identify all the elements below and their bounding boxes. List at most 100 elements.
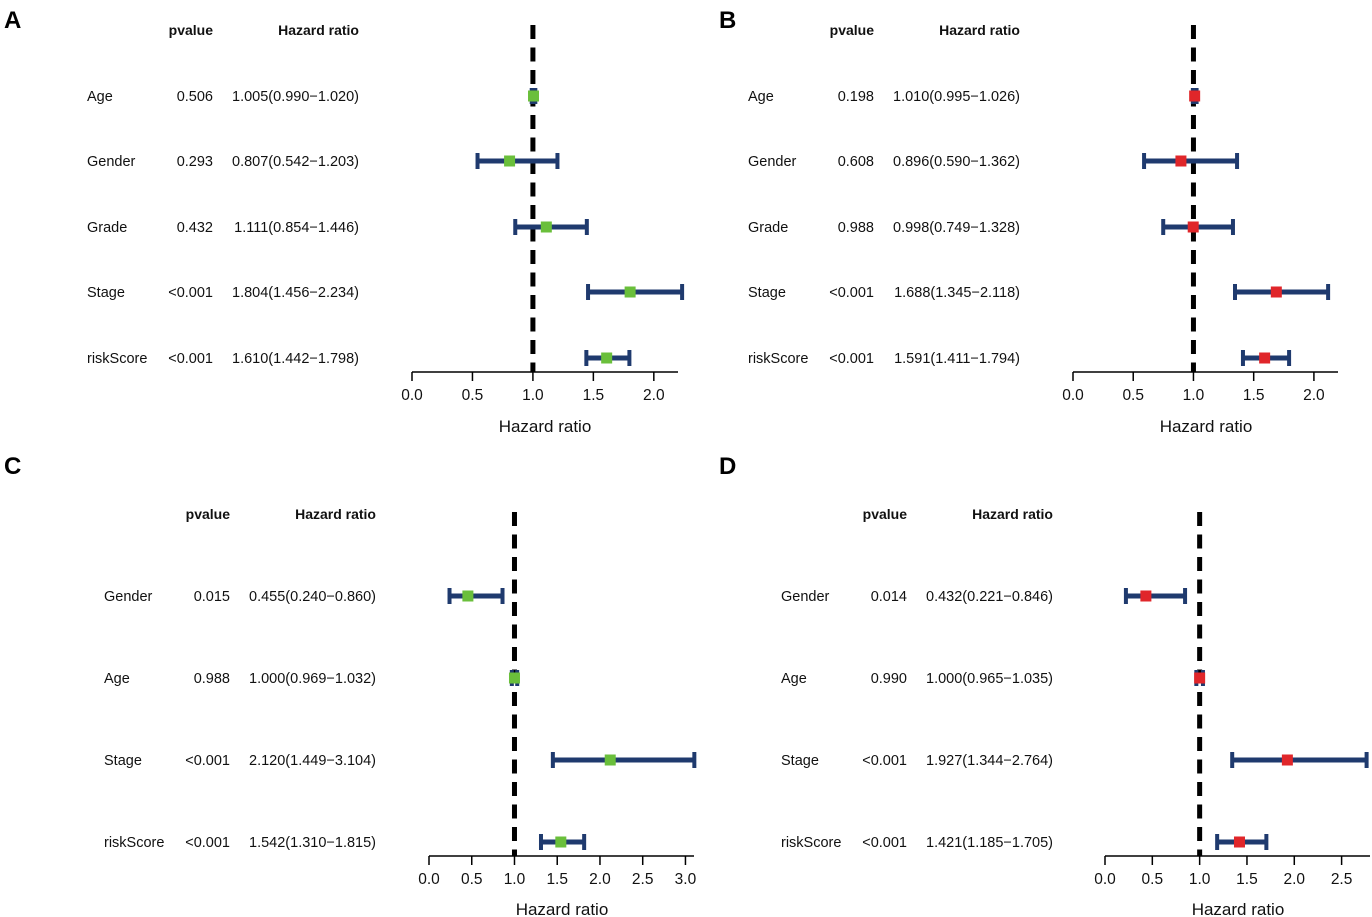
hazard-ratio-marker bbox=[1259, 352, 1271, 364]
panel-letter: C bbox=[4, 453, 21, 480]
row-pvalue: <0.001 bbox=[185, 835, 230, 851]
table-row: Gender 0.014 0.432(0.221−0.846) bbox=[781, 588, 1188, 605]
row-variable-label: riskScore bbox=[104, 835, 164, 851]
row-pvalue: 0.198 bbox=[838, 89, 874, 105]
x-axis: 0.0 0.5 1.0 1.5 2.0 2.5 3.0 Hazard ratio bbox=[418, 855, 697, 917]
x-axis: 0.0 0.5 1.0 1.5 2.0 2.5 Hazard ratio bbox=[1094, 855, 1370, 917]
row-hazard-ratio: 0.807(0.542−1.203) bbox=[232, 154, 359, 170]
row-hazard-ratio: 1.000(0.965−1.035) bbox=[926, 671, 1053, 687]
x-tick-label: 0.5 bbox=[1122, 387, 1144, 404]
row-hazard-ratio: 1.610(1.442−1.798) bbox=[232, 351, 359, 367]
row-variable-label: Stage bbox=[87, 285, 125, 301]
table-row: Stage <0.001 1.688(1.345−2.118) bbox=[748, 284, 1331, 301]
row-variable-label: Stage bbox=[781, 753, 819, 769]
hazard-ratio-header: Hazard ratio bbox=[295, 506, 376, 522]
row-variable-label: Gender bbox=[748, 154, 797, 170]
x-tick-label: 2.5 bbox=[1331, 871, 1353, 888]
x-tick-label: 2.0 bbox=[589, 871, 611, 888]
table-row: Stage <0.001 2.120(1.449−3.104) bbox=[104, 752, 697, 769]
x-tick-label: 1.0 bbox=[1183, 387, 1205, 404]
table-row: Age 0.198 1.010(0.995−1.026) bbox=[748, 88, 1201, 105]
row-pvalue: 0.990 bbox=[871, 671, 907, 687]
row-pvalue: 0.988 bbox=[194, 671, 230, 687]
row-pvalue: <0.001 bbox=[862, 753, 907, 769]
x-tick-label: 2.5 bbox=[632, 871, 654, 888]
row-hazard-ratio: 1.010(0.995−1.026) bbox=[893, 89, 1020, 105]
row-hazard-ratio: 1.688(1.345−2.118) bbox=[894, 285, 1020, 301]
table-row: Gender 0.015 0.455(0.240−0.860) bbox=[104, 588, 505, 605]
hazard-ratio-marker bbox=[1175, 155, 1187, 167]
table-row: Stage <0.001 1.804(1.456−2.234) bbox=[87, 284, 685, 301]
x-axis-title: Hazard ratio bbox=[1160, 417, 1253, 436]
x-axis-title: Hazard ratio bbox=[499, 417, 592, 436]
hazard-ratio-header: Hazard ratio bbox=[939, 22, 1020, 38]
hazard-ratio-marker bbox=[504, 155, 516, 167]
hazard-ratio-header: Hazard ratio bbox=[278, 22, 359, 38]
x-tick-label: 0.5 bbox=[1142, 871, 1164, 888]
hazard-ratio-marker bbox=[1140, 590, 1152, 602]
table-row: Gender 0.293 0.807(0.542−1.203) bbox=[87, 153, 560, 170]
row-pvalue: <0.001 bbox=[168, 351, 213, 367]
pvalue-header: pvalue bbox=[186, 506, 231, 522]
row-pvalue: 0.432 bbox=[177, 220, 213, 236]
table-row: riskScore <0.001 1.542(1.310−1.815) bbox=[104, 834, 587, 851]
row-pvalue: <0.001 bbox=[829, 285, 874, 301]
panel-letter: A bbox=[4, 7, 21, 34]
row-hazard-ratio: 0.998(0.749−1.328) bbox=[893, 220, 1020, 236]
x-tick-label: 2.0 bbox=[1303, 387, 1325, 404]
x-tick-label: 0.0 bbox=[418, 871, 440, 888]
row-hazard-ratio: 1.000(0.969−1.032) bbox=[249, 671, 376, 687]
table-row: Gender 0.608 0.896(0.590−1.362) bbox=[748, 153, 1240, 170]
x-tick-label: 2.0 bbox=[643, 387, 665, 404]
row-variable-label: Stage bbox=[748, 285, 786, 301]
row-variable-label: Stage bbox=[104, 753, 142, 769]
hazard-ratio-marker bbox=[604, 754, 616, 766]
table-row: riskScore <0.001 1.591(1.411−1.794) bbox=[748, 350, 1292, 367]
table-row: Age 0.990 1.000(0.965−1.035) bbox=[781, 670, 1206, 687]
row-hazard-ratio: 0.432(0.221−0.846) bbox=[926, 589, 1053, 605]
row-pvalue: <0.001 bbox=[168, 285, 213, 301]
table-row: Age 0.988 1.000(0.969−1.032) bbox=[104, 670, 520, 687]
x-tick-label: 0.0 bbox=[1094, 871, 1116, 888]
x-axis: 0.0 0.5 1.0 1.5 2.0 Hazard ratio bbox=[401, 371, 678, 436]
hazard-ratio-marker bbox=[1281, 754, 1293, 766]
row-hazard-ratio: 0.896(0.590−1.362) bbox=[893, 154, 1020, 170]
x-tick-label: 2.0 bbox=[1284, 871, 1306, 888]
pvalue-header: pvalue bbox=[863, 506, 908, 522]
pvalue-header: pvalue bbox=[169, 22, 214, 38]
row-hazard-ratio: 1.591(1.411−1.794) bbox=[894, 351, 1020, 367]
table-row: riskScore <0.001 1.610(1.442−1.798) bbox=[87, 350, 632, 367]
row-pvalue: 0.988 bbox=[838, 220, 874, 236]
hazard-ratio-marker bbox=[1189, 90, 1201, 102]
row-variable-label: Grade bbox=[748, 220, 788, 236]
panel-letter: D bbox=[719, 453, 736, 480]
row-pvalue: 0.015 bbox=[194, 589, 230, 605]
x-tick-label: 1.5 bbox=[546, 871, 568, 888]
x-tick-label: 0.5 bbox=[462, 387, 484, 404]
row-variable-label: Age bbox=[781, 671, 807, 687]
row-hazard-ratio: 1.421(1.185−1.705) bbox=[926, 835, 1053, 851]
x-tick-label: 0.0 bbox=[1062, 387, 1084, 404]
hazard-ratio-marker bbox=[1233, 836, 1245, 848]
hazard-ratio-marker bbox=[601, 352, 613, 364]
row-pvalue: <0.001 bbox=[862, 835, 907, 851]
hazard-ratio-marker bbox=[1187, 221, 1199, 233]
x-axis-title: Hazard ratio bbox=[1192, 900, 1285, 917]
row-hazard-ratio: 1.111(0.854−1.446) bbox=[234, 220, 359, 236]
row-pvalue: 0.506 bbox=[177, 89, 213, 105]
hazard-ratio-marker bbox=[555, 836, 567, 848]
row-hazard-ratio: 2.120(1.449−3.104) bbox=[249, 753, 376, 769]
x-axis-title: Hazard ratio bbox=[516, 900, 609, 917]
x-tick-label: 1.0 bbox=[1189, 871, 1211, 888]
pvalue-header: pvalue bbox=[830, 22, 875, 38]
x-tick-label: 1.0 bbox=[522, 387, 544, 404]
x-tick-label: 1.5 bbox=[583, 387, 605, 404]
row-hazard-ratio: 1.542(1.310−1.815) bbox=[249, 835, 376, 851]
panel-letter: B bbox=[719, 7, 736, 34]
hazard-ratio-marker bbox=[1194, 672, 1206, 684]
hazard-ratio-marker bbox=[508, 672, 520, 684]
